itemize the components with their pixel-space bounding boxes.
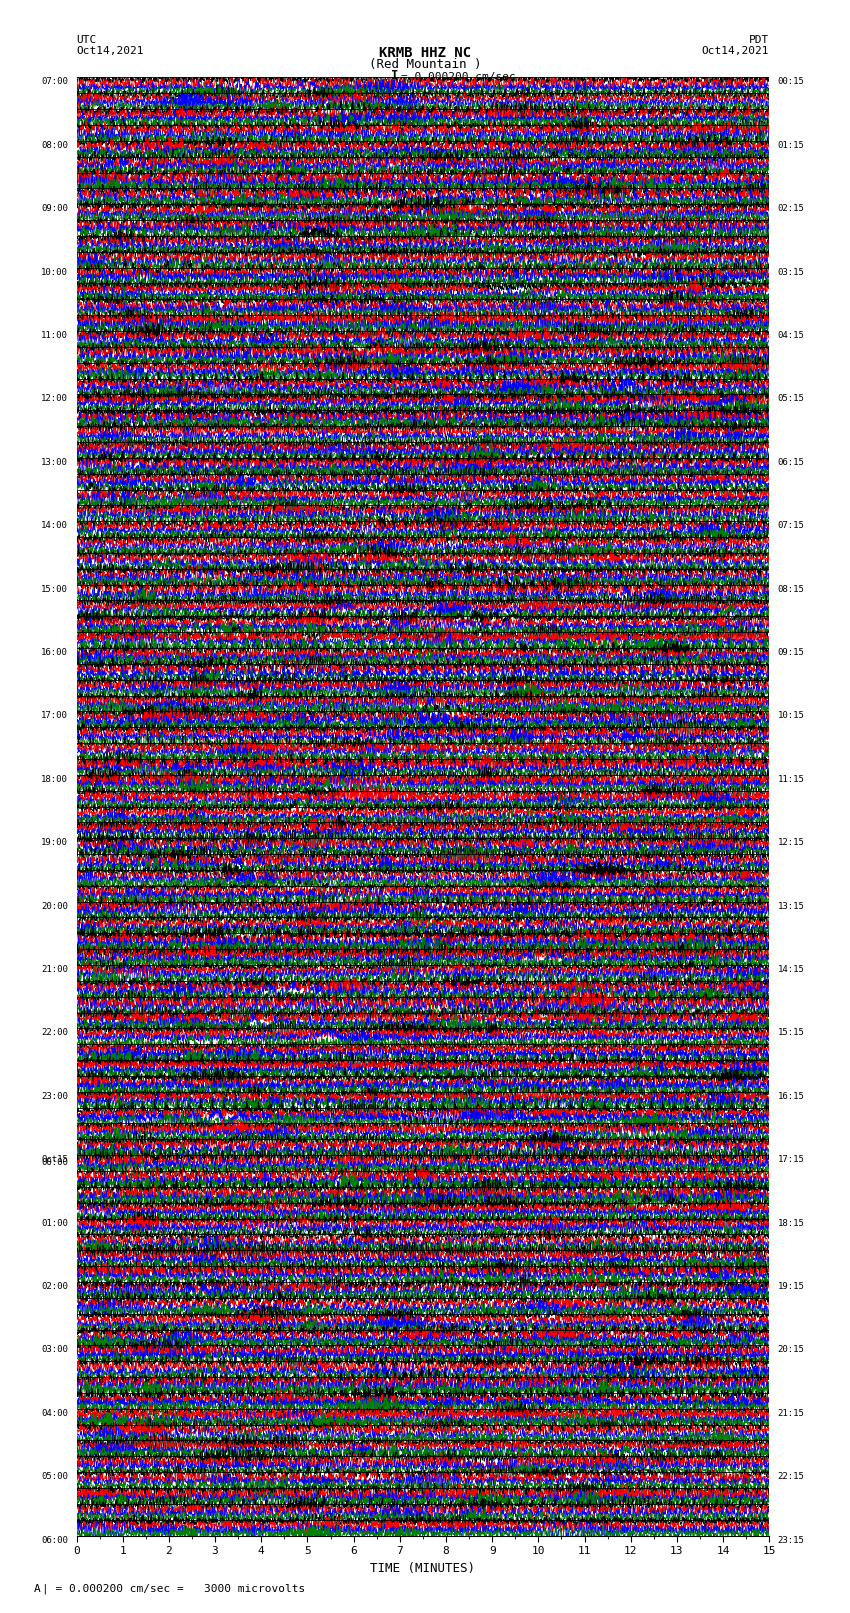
Text: 23:00: 23:00 [42,1092,68,1100]
Text: 18:00: 18:00 [42,774,68,784]
Text: 02:00: 02:00 [42,1282,68,1290]
Text: 07:15: 07:15 [778,521,804,531]
Text: 02:15: 02:15 [778,205,804,213]
Text: 09:00: 09:00 [42,205,68,213]
Text: 09:15: 09:15 [778,648,804,656]
Text: 00:15: 00:15 [778,77,804,87]
Text: 03:00: 03:00 [42,1345,68,1355]
Text: 04:00: 04:00 [42,1408,68,1418]
Text: PDT: PDT [749,35,769,45]
Text: UTC: UTC [76,35,97,45]
Text: 06:00: 06:00 [42,1536,68,1545]
Text: 03:15: 03:15 [778,268,804,276]
Text: 07:00: 07:00 [42,77,68,87]
Text: 15:15: 15:15 [778,1029,804,1037]
Text: 19:00: 19:00 [42,839,68,847]
Text: 23:15: 23:15 [778,1536,804,1545]
Text: 12:15: 12:15 [778,839,804,847]
Text: 13:15: 13:15 [778,902,804,911]
Text: 10:00: 10:00 [42,268,68,276]
Text: 17:00: 17:00 [42,711,68,721]
Text: = 0.000200 cm/sec: = 0.000200 cm/sec [401,73,516,82]
Text: 12:00: 12:00 [42,395,68,403]
Text: 10:15: 10:15 [778,711,804,721]
X-axis label: TIME (MINUTES): TIME (MINUTES) [371,1561,475,1574]
Text: 06:15: 06:15 [778,458,804,466]
Text: 08:00: 08:00 [42,140,68,150]
Text: 05:15: 05:15 [778,395,804,403]
Text: 14:15: 14:15 [778,965,804,974]
Text: 01:15: 01:15 [778,140,804,150]
Text: 19:15: 19:15 [778,1282,804,1290]
Text: 22:15: 22:15 [778,1473,804,1481]
Text: 22:00: 22:00 [42,1029,68,1037]
Text: I: I [392,69,399,82]
Text: 21:15: 21:15 [778,1408,804,1418]
Text: | = 0.000200 cm/sec =   3000 microvolts: | = 0.000200 cm/sec = 3000 microvolts [42,1582,306,1594]
Text: 01:00: 01:00 [42,1218,68,1227]
Text: 18:15: 18:15 [778,1218,804,1227]
Text: 14:00: 14:00 [42,521,68,531]
Text: 20:00: 20:00 [42,902,68,911]
Text: KRMB HHZ NC: KRMB HHZ NC [379,45,471,60]
Text: 15:00: 15:00 [42,584,68,594]
Text: Oct15: Oct15 [42,1155,68,1165]
Text: (Red Mountain ): (Red Mountain ) [369,58,481,71]
Text: A: A [34,1584,41,1594]
Text: 00:00: 00:00 [42,1158,68,1168]
Text: 11:00: 11:00 [42,331,68,340]
Text: 04:15: 04:15 [778,331,804,340]
Text: 17:15: 17:15 [778,1155,804,1165]
Text: 13:00: 13:00 [42,458,68,466]
Text: 11:15: 11:15 [778,774,804,784]
Text: Oct14,2021: Oct14,2021 [702,47,769,56]
Text: 21:00: 21:00 [42,965,68,974]
Text: 20:15: 20:15 [778,1345,804,1355]
Text: 08:15: 08:15 [778,584,804,594]
Text: Oct14,2021: Oct14,2021 [76,47,144,56]
Text: 05:00: 05:00 [42,1473,68,1481]
Text: 16:15: 16:15 [778,1092,804,1100]
Text: 16:00: 16:00 [42,648,68,656]
